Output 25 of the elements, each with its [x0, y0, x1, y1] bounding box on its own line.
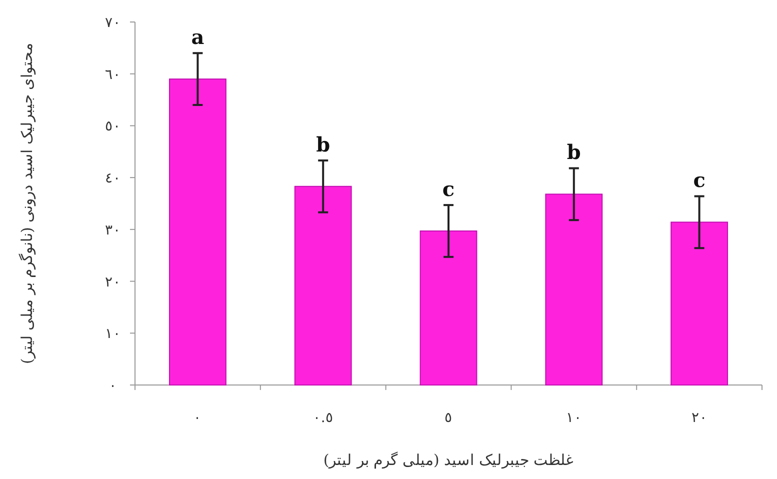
x-tick-label: ٠.٥ [312, 410, 334, 426]
y-tick-label: ٥٠ [105, 118, 121, 135]
bar [294, 186, 352, 386]
x-tick-label: ٠ [194, 410, 202, 426]
x-tick-label: ١٠ [566, 410, 582, 426]
bar [545, 194, 603, 386]
x-tick-label: ٥ [444, 410, 452, 426]
y-tick-label: ٠ [109, 378, 117, 394]
y-tick-label: ٦٠ [105, 66, 121, 83]
annotation: a [191, 25, 204, 50]
y-tick-label: ٢٠ [105, 274, 121, 290]
y-tick-label: ٧٠ [105, 15, 121, 31]
x-axis-title: غلظت جیبرلیک اسید (میلی گرم بر لیتر) [323, 451, 574, 469]
y-tick-label: ١٠ [105, 326, 121, 342]
bar [168, 78, 226, 386]
annotation: b [566, 140, 581, 164]
y-tick-label: ٣٠ [105, 222, 121, 238]
bar [420, 230, 478, 386]
x-tick-label: ٢٠ [691, 410, 708, 426]
bar [670, 222, 728, 386]
y-tick-label: ٤٠ [105, 170, 121, 187]
annotation: b [316, 132, 330, 156]
annotation: c [442, 177, 455, 202]
y-axis-title: محتوای جیبرلیک اسید درونی (نانوگرم بر میلی لیتر) [18, 42, 36, 364]
annotation: c [693, 168, 706, 192]
